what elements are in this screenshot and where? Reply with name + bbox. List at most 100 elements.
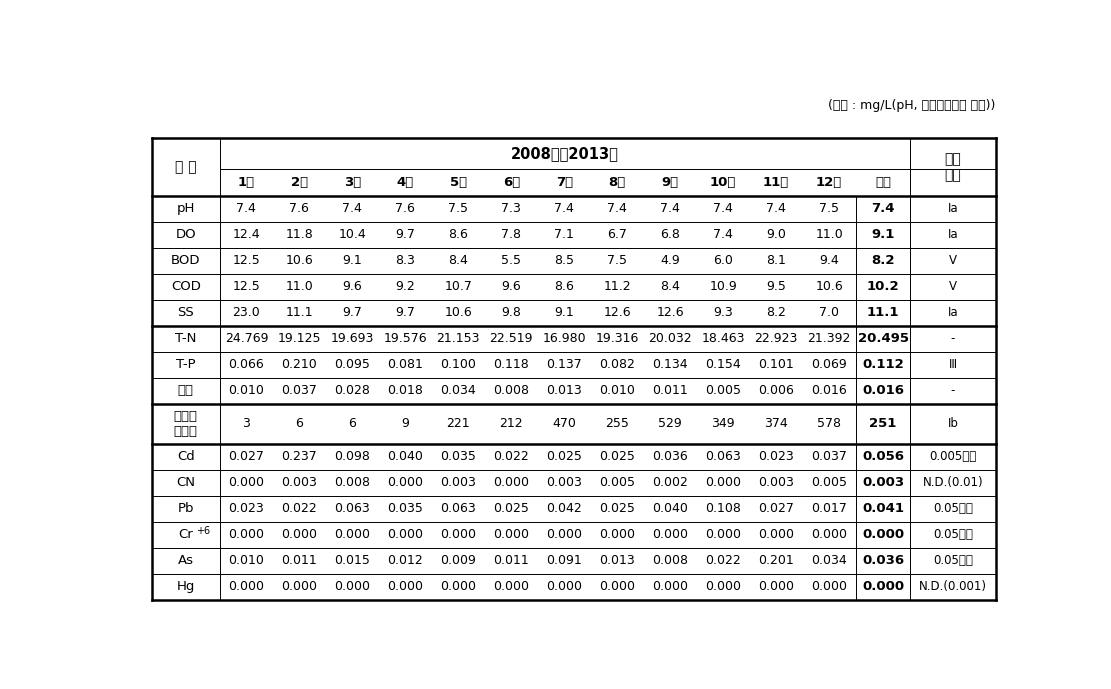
Text: 총대장
균군수: 총대장 균군수: [173, 410, 198, 438]
Text: 7.0: 7.0: [819, 306, 839, 319]
Text: 8.2: 8.2: [871, 254, 894, 267]
Text: 0.000: 0.000: [493, 528, 529, 542]
Text: 9.4: 9.4: [819, 254, 839, 267]
Text: 9.1: 9.1: [871, 228, 894, 241]
Text: 0.008: 0.008: [652, 555, 688, 568]
Text: SS: SS: [178, 306, 194, 319]
Text: Cr: Cr: [179, 528, 193, 542]
Text: 9.0: 9.0: [767, 228, 787, 241]
Text: 0.040: 0.040: [388, 451, 423, 464]
Text: 7.4: 7.4: [608, 202, 627, 215]
Text: 9.5: 9.5: [767, 280, 787, 294]
Text: 0.010: 0.010: [229, 384, 264, 397]
Text: 0.041: 0.041: [862, 502, 904, 515]
Text: 0.012: 0.012: [388, 555, 423, 568]
Text: 0.134: 0.134: [652, 358, 688, 371]
Text: 0.201: 0.201: [758, 555, 794, 568]
Text: 8.1: 8.1: [767, 254, 787, 267]
Text: 0.010: 0.010: [599, 384, 635, 397]
Text: Hg: Hg: [177, 580, 196, 593]
Text: 5월: 5월: [450, 176, 467, 189]
Text: 251: 251: [869, 418, 897, 431]
Text: 0.022: 0.022: [493, 451, 529, 464]
Text: 10.6: 10.6: [286, 254, 313, 267]
Text: 0.025: 0.025: [547, 451, 582, 464]
Text: 221: 221: [447, 418, 470, 431]
Text: 7.4: 7.4: [237, 202, 257, 215]
Text: 0.000: 0.000: [547, 580, 582, 593]
Text: 0.000: 0.000: [599, 580, 635, 593]
Text: 10.2: 10.2: [867, 280, 899, 294]
Text: 0.000: 0.000: [229, 580, 264, 593]
Text: 9.1: 9.1: [342, 254, 362, 267]
Text: 0.003: 0.003: [862, 477, 904, 489]
Text: 0.000: 0.000: [388, 477, 423, 489]
Text: 0.000: 0.000: [493, 477, 529, 489]
Text: 2008년＾2013년: 2008년＾2013년: [511, 146, 619, 161]
Text: 0.003: 0.003: [758, 477, 794, 489]
Text: 0.042: 0.042: [547, 502, 582, 515]
Text: 0.100: 0.100: [440, 358, 477, 371]
Text: 0.003: 0.003: [547, 477, 582, 489]
Text: T-N: T-N: [176, 332, 197, 345]
Text: Ⅰa: Ⅰa: [948, 228, 959, 241]
Text: 0.036: 0.036: [652, 451, 688, 464]
Text: 0.000: 0.000: [652, 528, 688, 542]
Text: 0.000: 0.000: [862, 528, 904, 542]
Text: 0.011: 0.011: [652, 384, 688, 397]
Text: 578: 578: [817, 418, 841, 431]
Text: 11.0: 11.0: [286, 280, 313, 294]
Text: 0.000: 0.000: [281, 528, 318, 542]
Text: 22.519: 22.519: [490, 332, 533, 345]
Text: 7.4: 7.4: [713, 228, 733, 241]
Text: 19.693: 19.693: [331, 332, 374, 345]
Text: 0.022: 0.022: [705, 555, 741, 568]
Text: 8.6: 8.6: [554, 280, 574, 294]
Text: 12월: 12월: [815, 176, 842, 189]
Text: 0.066: 0.066: [229, 358, 264, 371]
Text: 0.098: 0.098: [334, 451, 370, 464]
Text: N.D.(0.001): N.D.(0.001): [919, 580, 987, 593]
Text: 0.000: 0.000: [229, 528, 264, 542]
Text: 4월: 4월: [397, 176, 414, 189]
Text: 470: 470: [552, 418, 577, 431]
Text: Pb: Pb: [178, 502, 194, 515]
Text: 0.011: 0.011: [493, 555, 529, 568]
Text: 0.000: 0.000: [599, 528, 635, 542]
Text: 0.000: 0.000: [652, 580, 688, 593]
Text: BOD: BOD: [171, 254, 201, 267]
Text: 환경
기준: 환경 기준: [944, 152, 961, 182]
Text: As: As: [178, 555, 193, 568]
Text: 0.000: 0.000: [281, 580, 318, 593]
Text: DO: DO: [176, 228, 197, 241]
Text: 0.017: 0.017: [811, 502, 847, 515]
Text: 0.005: 0.005: [705, 384, 741, 397]
Text: 0.025: 0.025: [599, 451, 635, 464]
Text: 0.101: 0.101: [758, 358, 794, 371]
Text: 12.4: 12.4: [232, 228, 260, 241]
Text: 12.5: 12.5: [232, 254, 260, 267]
Text: 0.016: 0.016: [862, 384, 904, 397]
Text: 6: 6: [349, 418, 357, 431]
Text: 5.5: 5.5: [501, 254, 521, 267]
Text: 7.4: 7.4: [554, 202, 574, 215]
Text: 0.005이하: 0.005이하: [930, 451, 977, 464]
Text: 21.392: 21.392: [808, 332, 851, 345]
Text: 0.000: 0.000: [758, 528, 794, 542]
Text: 529: 529: [659, 418, 682, 431]
Text: V: V: [949, 254, 957, 267]
Text: 평균: 평균: [875, 176, 891, 189]
Text: 11.1: 11.1: [867, 306, 899, 319]
Text: 0.018: 0.018: [388, 384, 423, 397]
Text: 0.210: 0.210: [281, 358, 318, 371]
Text: 0.034: 0.034: [811, 555, 847, 568]
Text: 7.4: 7.4: [767, 202, 787, 215]
Text: 0.000: 0.000: [811, 528, 847, 542]
Text: 16.980: 16.980: [542, 332, 585, 345]
Text: -: -: [951, 332, 955, 345]
Text: 0.000: 0.000: [811, 580, 847, 593]
Text: 9.8: 9.8: [501, 306, 521, 319]
Text: V: V: [949, 280, 957, 294]
Text: 9: 9: [401, 418, 409, 431]
Text: 0.013: 0.013: [599, 555, 635, 568]
